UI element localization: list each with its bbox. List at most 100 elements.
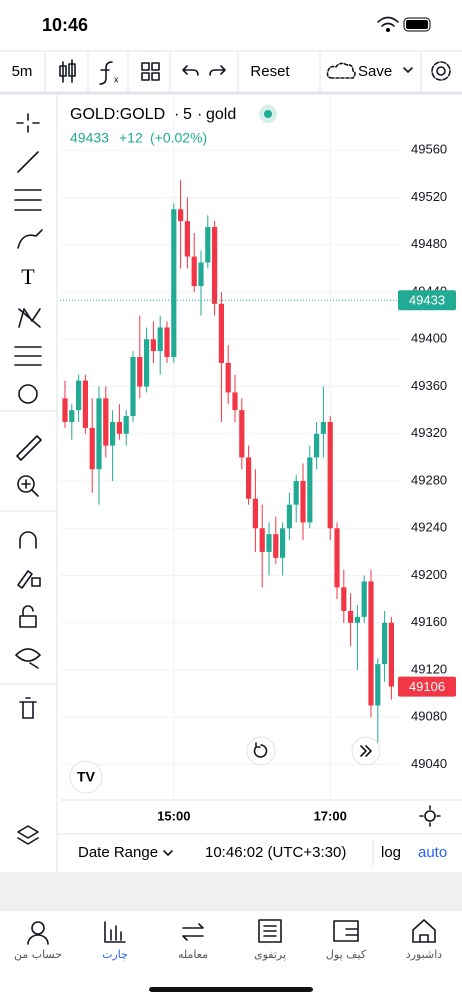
svg-text:TV: TV [77, 769, 96, 785]
candle-body [69, 410, 75, 422]
candle-body [218, 303, 224, 363]
candle-body [157, 327, 163, 352]
nav-label[interactable]: حساب من [14, 948, 62, 961]
candle-body [150, 339, 156, 352]
candle-body [266, 534, 272, 552]
nav-label[interactable]: پرتفوی [254, 948, 286, 961]
dropdown-caret [163, 850, 173, 856]
x-tick-label: 17:00 [314, 808, 347, 823]
nav-label[interactable]: کیف پول [326, 948, 367, 961]
candle-body [171, 209, 177, 357]
candle-body [123, 416, 129, 434]
legend-price: 49433 [70, 130, 109, 146]
separator: · [197, 106, 202, 123]
market-status-dot [264, 110, 272, 118]
chart-interval: 5 [183, 106, 192, 123]
candle-body [327, 421, 333, 529]
candle-body [286, 504, 292, 529]
candle-body [388, 622, 394, 687]
price-tag [398, 290, 456, 311]
legend-change: +12 [119, 130, 143, 146]
chart-overlay-buttons[interactable]: TV [69, 736, 441, 827]
nav-label[interactable]: چارت [102, 948, 128, 961]
candle-body [137, 356, 143, 387]
candle-body [382, 622, 388, 665]
candle-body [341, 587, 347, 611]
candle-body [198, 262, 204, 287]
candle-body [334, 528, 340, 588]
y-tick-label: 49400 [411, 331, 447, 346]
y-tick-label: 49480 [411, 236, 447, 251]
last-price-label: 49106 [409, 679, 445, 694]
y-tick-label: 49520 [411, 189, 447, 204]
candle-body [164, 327, 170, 357]
candle-body [110, 421, 116, 446]
nav-icons [27, 919, 436, 945]
log-toggle[interactable]: log [381, 844, 401, 861]
separator: · [174, 106, 179, 123]
interval-button[interactable]: 5m [12, 63, 33, 80]
candle-body [232, 392, 238, 411]
candle-body [354, 616, 360, 623]
auto-toggle[interactable]: auto [418, 844, 447, 861]
y-tick-label: 49080 [411, 709, 447, 724]
candle-body [375, 664, 381, 706]
legend-change-pct: (+0.02%) [150, 130, 207, 146]
symbol: GOLD:GOLD [70, 106, 165, 123]
candle-body [314, 433, 320, 458]
candle-body [184, 221, 190, 257]
price-tag-label: 49433 [409, 293, 445, 308]
candle-body [103, 398, 109, 446]
candle-body [307, 457, 313, 523]
candle-body [348, 610, 354, 623]
candle-body [300, 481, 306, 523]
candle-body [320, 421, 326, 434]
candle-body [252, 498, 258, 529]
candle-body [116, 421, 122, 434]
candle-body [361, 581, 367, 617]
y-tick-label: 49240 [411, 520, 447, 535]
y-tick-label: 49160 [411, 614, 447, 629]
candle-body [205, 227, 211, 263]
last-price-tag [398, 676, 456, 697]
y-tick-label: 49360 [411, 378, 447, 393]
y-tick-label: 49280 [411, 472, 447, 487]
candle-body [246, 457, 252, 499]
candle-body [62, 398, 68, 422]
candle-body [76, 380, 82, 411]
chart: 49040 49080 49120 49160 49200 49240 49280 49320… [60, 95, 462, 823]
y-tick-label: 49320 [411, 425, 447, 440]
candle-body [89, 427, 95, 470]
exchange: gold [206, 106, 236, 123]
candle-body [178, 209, 184, 222]
nav-label[interactable]: معامله [178, 948, 208, 961]
candle-body [239, 410, 245, 458]
bottom-nav: حساب من چارت معامله پرتفوی کیف پول داشبورد [14, 948, 442, 961]
candle-body [259, 528, 265, 552]
candle-body [130, 356, 136, 417]
y-tick-label: 49040 [411, 756, 447, 771]
candle-body [293, 481, 299, 505]
y-tick-label: 49120 [411, 661, 447, 676]
home-indicator [149, 987, 313, 992]
candle-body [144, 339, 150, 387]
spacer [0, 872, 462, 910]
status-time: 10:46 [42, 15, 88, 35]
candle-body [82, 380, 88, 428]
x-tick-label: 15:00 [157, 808, 190, 823]
date-range[interactable]: Date Range [78, 844, 158, 861]
reset-button[interactable]: Reset [250, 63, 290, 80]
svg-text:x: x [114, 74, 119, 84]
status-icons [377, 16, 431, 32]
candle-body [368, 581, 374, 706]
y-tick-label: 49560 [411, 142, 447, 157]
candle-body [225, 362, 231, 393]
save-button[interactable]: Save [358, 63, 392, 80]
candle-body [280, 528, 286, 558]
svg-text:T: T [21, 264, 35, 289]
left-drawing-toolbar: T [0, 94, 58, 872]
candle-body [191, 256, 197, 287]
candle-body [96, 398, 102, 470]
nav-label[interactable]: داشبورد [406, 948, 442, 961]
